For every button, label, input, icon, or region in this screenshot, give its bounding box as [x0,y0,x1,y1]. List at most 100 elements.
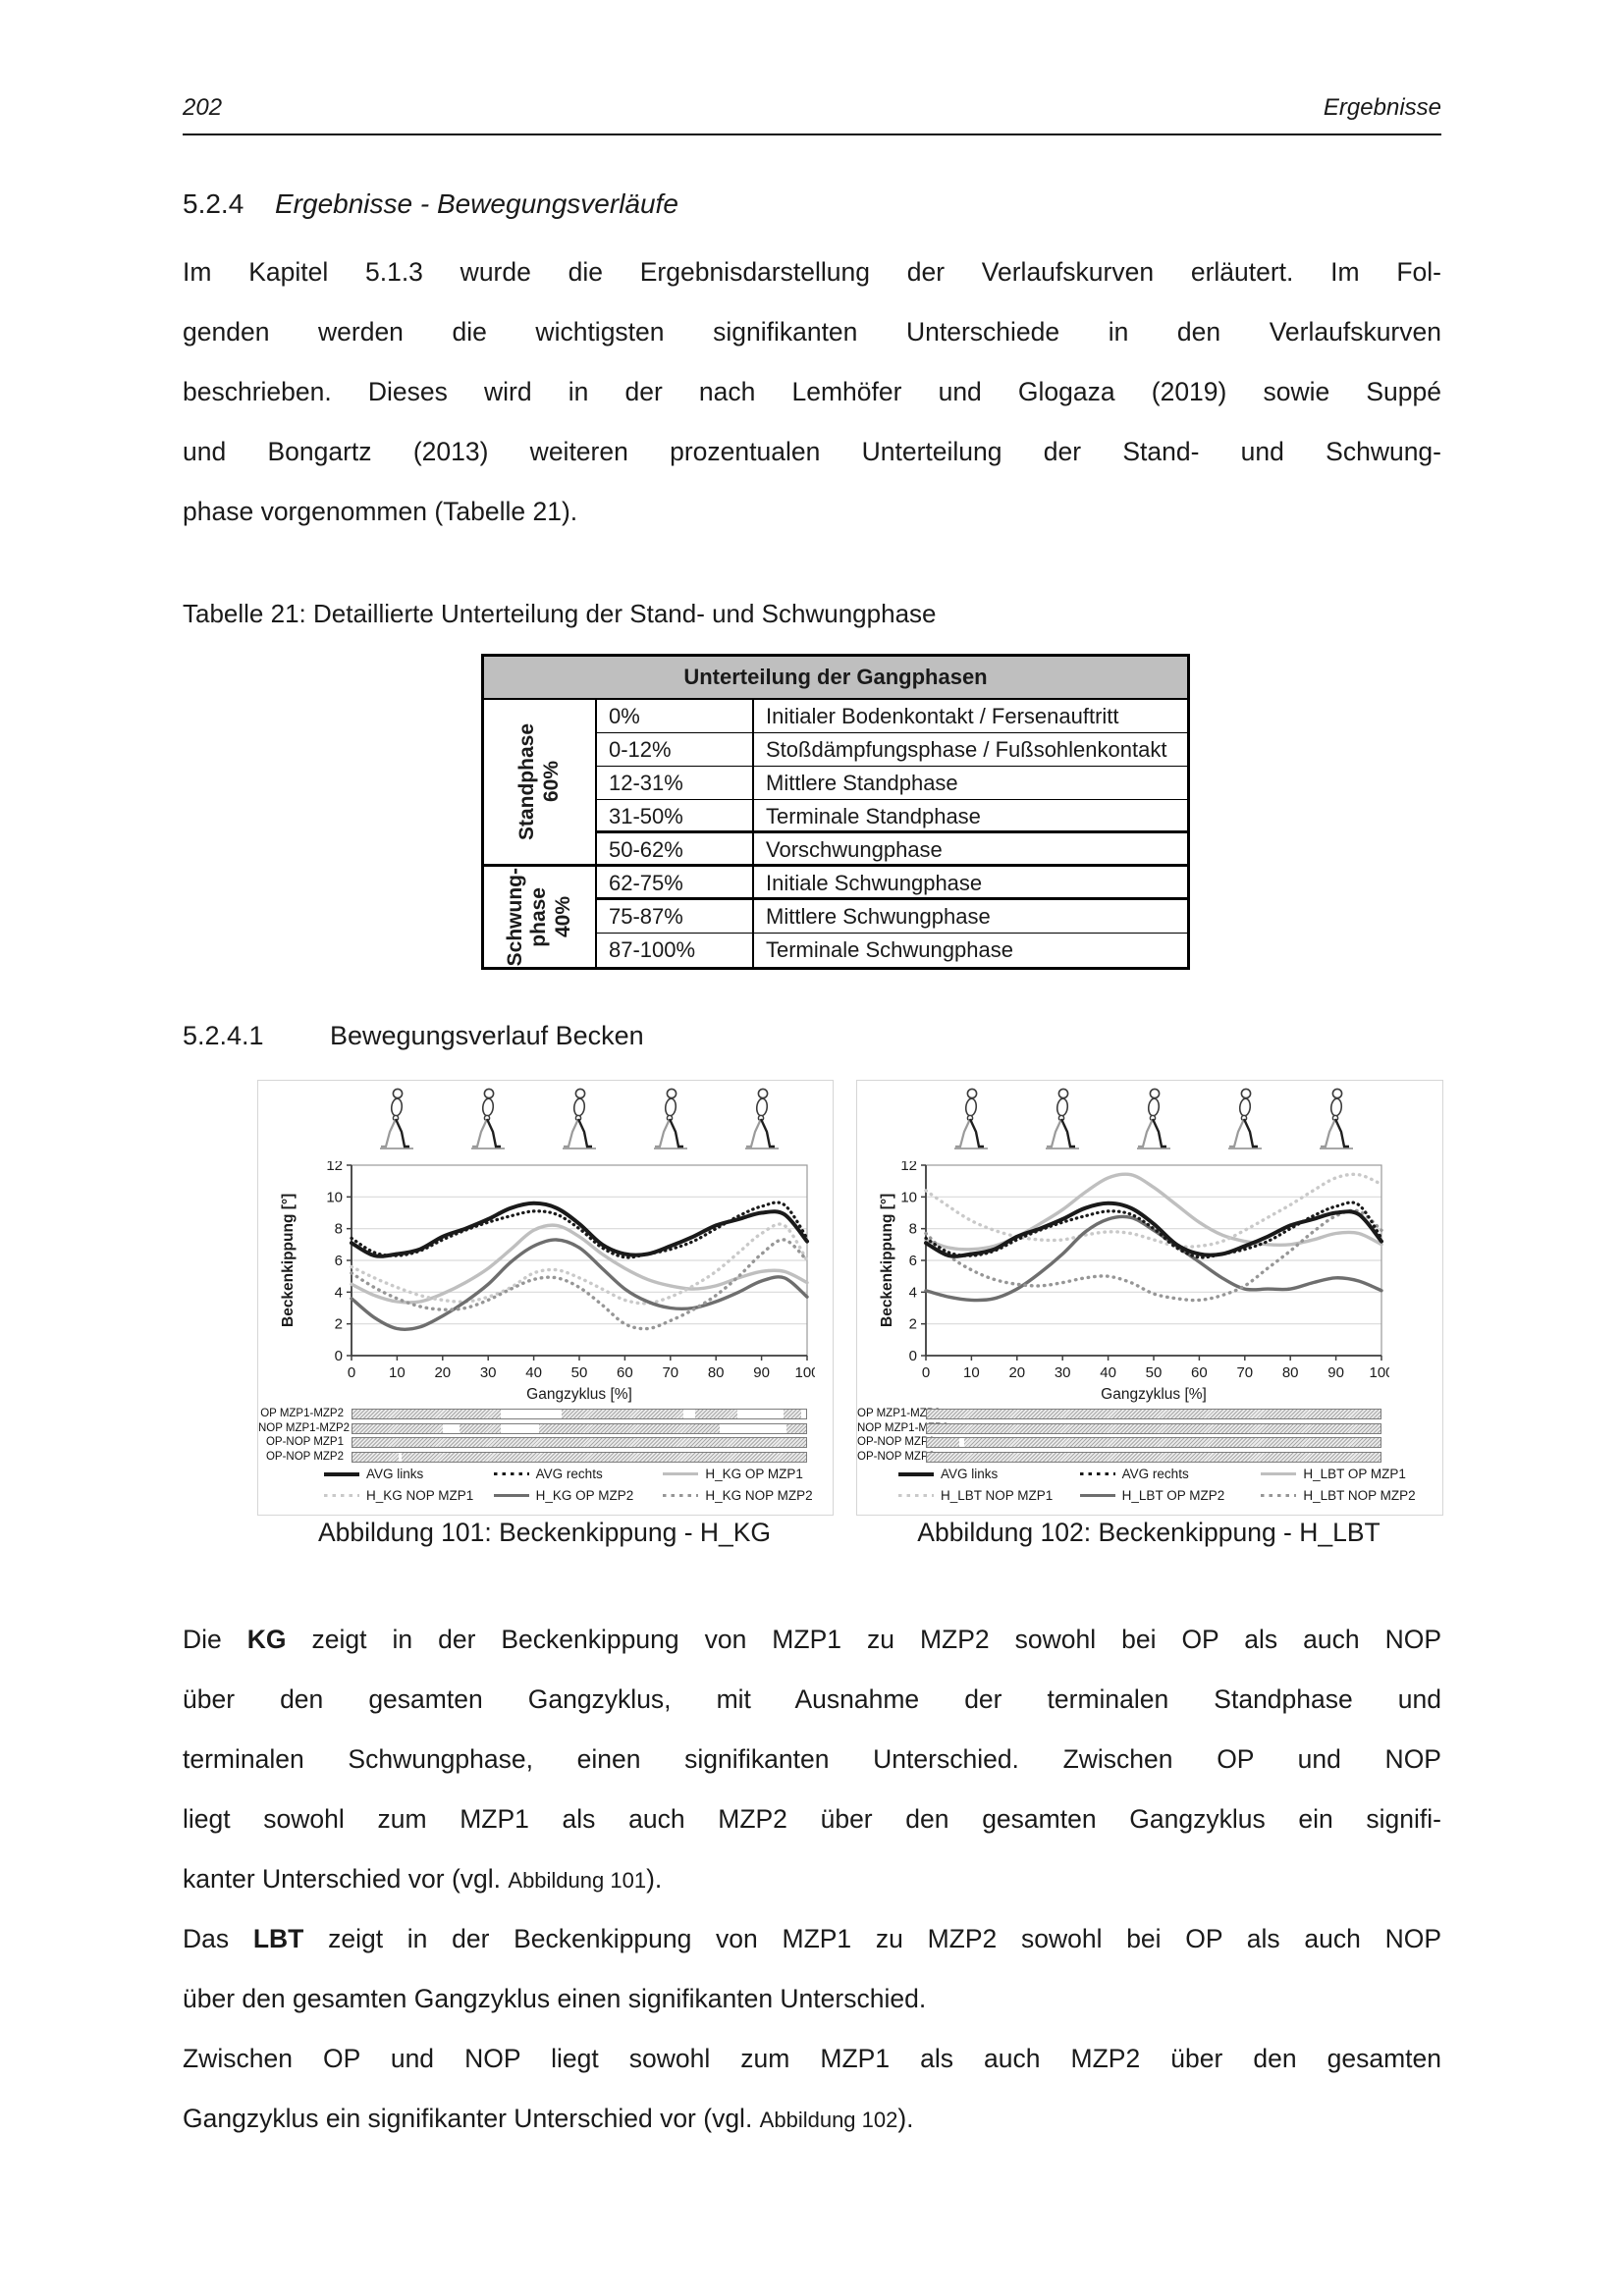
legend-line-sample [663,1493,699,1498]
table-group-label: Schwung-phase 40% [484,867,597,967]
series-AVG-rechts [924,1201,1383,1259]
gait-stick-figures [926,1087,1381,1151]
significance-bar [926,1437,1381,1448]
x-tick-label: 80 [708,1364,725,1381]
significance-row: OP-NOP MZP2 [857,1450,1442,1463]
cell-percent: 0-12% [597,733,754,767]
text-segment: Im Kapitel 5.1.3 wurde die Ergebnisdarst… [183,257,1441,287]
cell-phase: Initiale Schwungphase [754,867,1187,900]
x-tick-label: 50 [571,1364,588,1381]
x-tick-label: 0 [922,1364,930,1381]
legend-item: H_LBT NOP MZP1 [898,1488,1080,1503]
y-tick-label: 6 [909,1253,917,1269]
legend-line-sample [898,1493,934,1498]
series-AVG-rechts [350,1201,809,1259]
legend-line-sample [493,1471,529,1476]
legend-item: H_LBT OP MZP2 [1079,1488,1262,1503]
significance-row: OP-NOP MZP1 [258,1436,833,1448]
x-tick-label: 90 [1327,1364,1344,1381]
paragraph-line: Zwischen OP und NOP liegt sowohl zum MZP… [183,2029,1441,2089]
legend-line-sample [493,1494,529,1497]
significance-gap [398,1452,403,1462]
y-tick-label: 4 [335,1284,343,1301]
cell-percent: 0% [597,700,754,733]
rotated-label-line: phase [527,886,551,947]
text-segment: Abbildung 101 [508,1868,647,1893]
legend-item: H_KG OP MZP1 [663,1467,833,1481]
significance-gap [958,1438,964,1447]
significance-gap [736,1410,784,1418]
cell-phase: Initialer Bodenkontakt / Fersenauftritt [754,700,1187,733]
paragraph-line: Das LBT zeigt in der Beckenkippung von M… [183,1909,1441,1969]
significance-row-label: OP MZP1-MZP2 [857,1408,941,1419]
x-tick-label: 80 [1282,1364,1299,1381]
y-tick-label: 2 [335,1316,343,1333]
series-H-KG-OP-MZP1 [350,1223,809,1305]
cell-percent: 50-62% [597,833,754,867]
text-segment: zeigt in der Beckenkippung von MZP1 zu M… [286,1625,1442,1654]
running-title: Ergebnisse [1323,94,1441,121]
legend-label: AVG rechts [535,1467,603,1481]
significance-bar [352,1409,807,1419]
y-tick-label: 12 [900,1161,917,1174]
x-tick-label: 60 [617,1364,633,1381]
paragraph-line: beschrieben. Dieses wird in der nach Lem… [183,362,1441,422]
rotated-label-line: Schwung- [504,867,527,967]
table-title: Unterteilung der Gangphasen [484,657,1187,700]
significance-row-label: OP-NOP MZP1 [265,1436,344,1448]
significance-bar [352,1437,807,1448]
stick-figure [1318,1088,1354,1150]
table-caption: Tabelle 21: Detaillierte Unterteilung de… [183,599,937,628]
significance-row-label: NOP MZP1-MZP2 [258,1421,351,1434]
x-tick-label: 100 [794,1364,815,1381]
subsection-heading-5241: 5.2.4.1 Bewegungsverlauf Becken [183,1021,644,1051]
legend-line-sample [324,1471,359,1476]
line-chart: 0 10 20 30 40 50 60 70 80 90 100 0 2 4 6 8 10 12 Gangzyklu… [900,1161,1389,1403]
stick-figure [1044,1088,1081,1150]
x-axis-title: Gangzyklus [%] [526,1386,632,1403]
significance-row: NOP MZP1-MZP2 [258,1421,833,1434]
series-H-KG-NOP-MZP1 [350,1222,809,1306]
legend-line-sample [1261,1493,1297,1498]
text-segment: Abbildung 102 [759,2108,898,2132]
text-segment: liegt sowohl zum MZP1 als auch MZP2 über… [183,1804,1441,1834]
significance-row: OP-NOP MZP2 [258,1451,833,1463]
legend-item: H_LBT NOP MZP2 [1261,1488,1442,1503]
legend-label: H_KG NOP MZP1 [366,1488,474,1503]
legend-label: AVG links [366,1467,424,1481]
figure-102-beckenkippung-hlbt: Beckenkippung [°] 0 10 20 30 40 50 60 70 80 90 10 0… [856,1080,1443,1516]
text-segment: kanter Unterschied vor (vgl. [183,1864,509,1894]
text-segment: terminalen Schwungphase, einen signifika… [183,1744,1441,1774]
y-tick-label: 10 [326,1189,343,1205]
y-tick-label: 4 [909,1284,917,1301]
significance-rows: OP MZP1-MZP2 NOP MZP1-MZP2 OP-NOP MZP1 OP-N… [857,1408,1442,1466]
significance-row: OP MZP1-MZP2 [258,1408,833,1419]
x-tick-label: 90 [753,1364,770,1381]
text-segment: beschrieben. Dieses wird in der nach Lem… [183,377,1441,406]
table-group-label: Standphase 60% [484,700,597,867]
legend-label: H_LBT NOP MZP1 [941,1488,1054,1503]
legend-row: H_LBT NOP MZP1 H_LBT OP MZP2 H_LBT NOP MZP… [857,1488,1442,1503]
text-segment: phase vorgenommen (Tabelle 21). [183,497,578,526]
stick-figure [743,1088,780,1150]
y-tick-label: 6 [335,1253,343,1269]
text-segment: Die [183,1625,247,1654]
legend-item: AVG rechts [1079,1467,1262,1481]
legend-label: H_LBT NOP MZP2 [1303,1488,1416,1503]
x-tick-label: 0 [348,1364,355,1381]
x-tick-label: 20 [1008,1364,1025,1381]
heading-number: 5.2.4.1 [183,1021,264,1050]
series-AVG-links [350,1201,809,1258]
stick-figure [379,1088,415,1150]
significance-row-label: OP-NOP MZP2 [857,1450,936,1463]
x-tick-label: 10 [963,1364,980,1381]
paragraph-line: über den gesamten Gangzyklus einen signi… [183,1969,1441,2029]
series-H-LBT-NOP-MZP1 [924,1172,1383,1249]
y-tick-label: 8 [909,1221,917,1238]
legend-row: AVG links AVG rechts H_LBT OP MZP1 [857,1467,1442,1481]
legend-item: AVG links [898,1467,1080,1481]
section-heading-524: 5.2.4 Ergebnisse - Bewegungsverläufe [183,188,678,220]
significance-gap [500,1410,563,1418]
rotated-label-line: 40% [551,895,574,938]
page-header: 202 Ergebnisse [183,94,1441,135]
